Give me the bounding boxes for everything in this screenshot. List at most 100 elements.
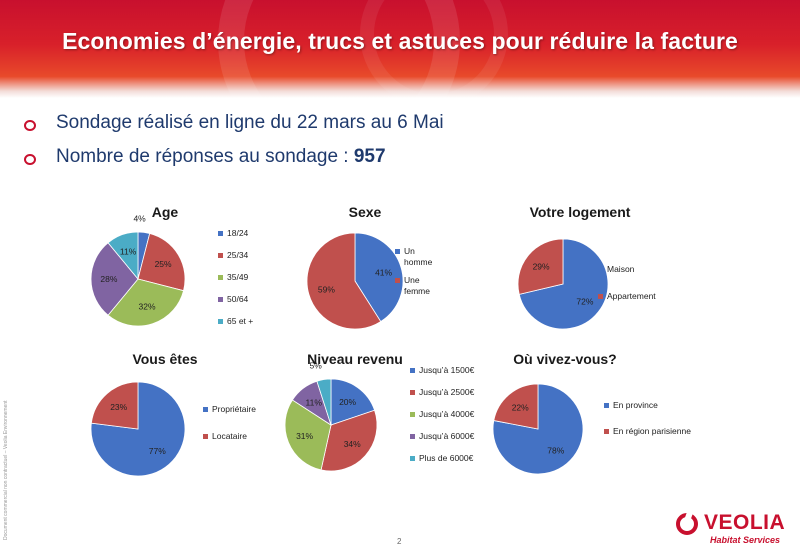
legend-label: Une femme (404, 275, 430, 296)
data-label: 78% (547, 446, 564, 456)
legend-swatch (395, 278, 400, 283)
legend-label-line: Propriétaire (212, 404, 256, 414)
legend-label-line: Appartement (607, 291, 656, 301)
bullet-icon (24, 153, 36, 165)
data-label: 22% (512, 403, 529, 413)
chart-title: Sexe (349, 204, 382, 220)
data-label: 77% (149, 446, 166, 456)
pie-slice (90, 381, 186, 477)
chart-title: Où vivez-vous? (513, 351, 616, 367)
chart-title: Age (152, 204, 179, 220)
legend-label-line: Jusqu’à 2500€ (419, 387, 475, 397)
legend-swatch (218, 231, 223, 236)
legend-label: Locataire (212, 431, 247, 441)
chart-title: Niveau revenu (307, 351, 403, 367)
pie-slice (518, 238, 609, 330)
data-label: 32% (138, 302, 155, 312)
legend-swatch (218, 297, 223, 302)
pie-slice (306, 232, 382, 330)
data-label: 11% (120, 247, 137, 257)
chart-title: Votre logement (530, 204, 631, 220)
pie-slice (316, 378, 332, 426)
legend-swatch (395, 249, 400, 254)
legend-label-line: 25/34 (227, 250, 249, 260)
legend-swatch (598, 294, 603, 299)
legend-swatch (410, 390, 415, 395)
bullet-text-main: Nombre de réponses au sondage : (56, 146, 354, 167)
legend-swatch (203, 407, 208, 412)
legend-label-line: homme (404, 257, 433, 267)
legend-label: 35/49 (227, 272, 249, 282)
legend-label: Jusqu’à 4000€ (419, 409, 475, 419)
pie-slice (107, 278, 185, 327)
legend-swatch (410, 368, 415, 373)
chart-age: Age 4% 25% 32% 28% 11% 18/24 25/34 35/49 50/64 65 … (60, 196, 290, 341)
legend-label: En région parisienne (613, 426, 691, 436)
chart-title: Vous êtes (132, 351, 197, 367)
veolia-logo: VEOLIA Habitat Services (676, 511, 792, 547)
chart-vous-etes: Vous êtes 77% 23% Propriétaire Locataire (60, 343, 290, 488)
logo-subtitle: Habitat Services (710, 535, 781, 545)
legend-label-line: Jusqu’à 1500€ (419, 365, 475, 375)
data-label: 72% (576, 296, 593, 306)
legend-label: Appartement (607, 291, 656, 301)
legend-label: 50/64 (227, 294, 249, 304)
pie-slice (107, 231, 139, 281)
legend-label: Maison (607, 264, 635, 274)
pie-slice (517, 238, 564, 295)
data-label: 5% (310, 361, 323, 371)
pie-slice (137, 232, 186, 292)
bullet-text: Nombre de réponses au sondage : 957 (56, 146, 386, 168)
data-label: 25% (155, 259, 172, 269)
data-label: 11% (306, 397, 323, 407)
pie-slice (493, 383, 539, 430)
chart-ou-vivez: Où vivez-vous? 78% 22% En province En région… (475, 343, 705, 488)
legend-swatch (410, 434, 415, 439)
pie-slice (90, 242, 139, 316)
data-label: 23% (110, 402, 127, 412)
legend-label: Un homme (404, 246, 433, 267)
legend-label-line: Jusqu’à 4000€ (419, 409, 475, 419)
legend-label: 18/24 (227, 228, 249, 238)
page-title: Economies d’énergie, trucs et astuces po… (62, 28, 738, 54)
bullet-list: Sondage réalisé en ligne du 22 mars au 6… (24, 106, 444, 174)
legend-swatch (410, 412, 415, 417)
bullet-icon (24, 119, 36, 131)
header-banner (0, 0, 800, 98)
legend-label: 65 et + (227, 316, 253, 326)
legend-label-line: 50/64 (227, 294, 249, 304)
data-label: 34% (344, 439, 361, 449)
chart-revenu: Niveau revenu 20% 34% 31% 11% 5% Jusqu’à 1500€… (270, 343, 510, 488)
legend-swatch (218, 319, 223, 324)
legend-label: Jusqu’à 6000€ (419, 431, 475, 441)
data-label: 4% (133, 214, 146, 224)
legend-label-line: Une (404, 275, 420, 285)
legend-label-line: 18/24 (227, 228, 249, 238)
bullet-text: Sondage réalisé en ligne du 22 mars au 6… (56, 112, 444, 134)
legend-label-line: 35/49 (227, 272, 249, 282)
data-label: 29% (533, 262, 550, 272)
legend-label-line: Maison (607, 264, 635, 274)
legend-label: Jusqu’à 2500€ (419, 387, 475, 397)
chart-sexe: Sexe 41% 59% Un homme Une femme (270, 196, 500, 341)
chart-logement: Votre logement 72% 29% Maison Appartement (475, 196, 705, 341)
legend-label-line: En région parisienne (613, 426, 691, 436)
legend-swatch (218, 275, 223, 280)
legend-label: Jusqu’à 1500€ (419, 365, 475, 375)
pie-slice (90, 381, 139, 430)
data-label: 31% (296, 431, 313, 441)
legend-swatch (604, 429, 609, 434)
pie-slice (330, 378, 376, 426)
pie-slice (320, 409, 378, 472)
legend-swatch (604, 403, 609, 408)
legend-label: Plus de 6000€ (419, 453, 474, 463)
bullet-text-main: Sondage réalisé en ligne du 22 mars au 6… (56, 112, 444, 133)
response-count: 957 (353, 146, 386, 167)
legend-label: Propriétaire (212, 404, 256, 414)
pie-slice (284, 399, 332, 471)
legend-label-line: Un (404, 246, 415, 256)
legend-label: 25/34 (227, 250, 249, 260)
legend-swatch (203, 434, 208, 439)
legend-label-line: En province (613, 400, 658, 410)
side-note-text: Document commercial non contractuel – Ve… (3, 400, 9, 540)
